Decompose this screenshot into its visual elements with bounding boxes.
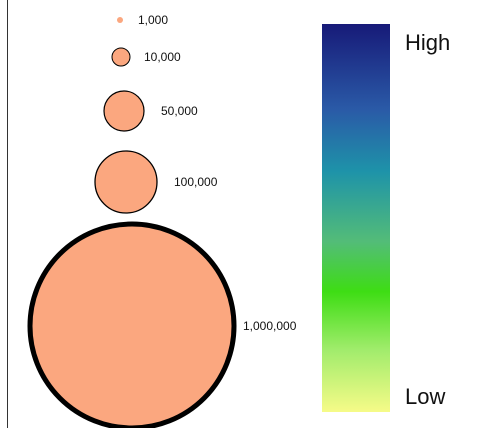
- circle-50000: [103, 90, 145, 132]
- color-ramp: [322, 24, 390, 412]
- panel-border: [7, 0, 8, 428]
- high-label: High: [405, 30, 450, 55]
- color-legend: High Low: [322, 24, 450, 412]
- circle-1000: [117, 17, 123, 23]
- label-10000: 10,000: [144, 50, 181, 64]
- label-50000: 50,000: [161, 104, 198, 118]
- size-legend: 1,000 10,000 50,000 100,000 1,000,000: [27, 13, 297, 428]
- low-label: Low: [405, 384, 445, 409]
- label-1000: 1,000: [138, 13, 168, 27]
- circle-10000: [111, 47, 131, 67]
- label-1000000: 1,000,000: [243, 319, 297, 333]
- label-100000: 100,000: [174, 175, 218, 189]
- circle-100000: [94, 150, 158, 214]
- circle-1000000: [27, 221, 237, 428]
